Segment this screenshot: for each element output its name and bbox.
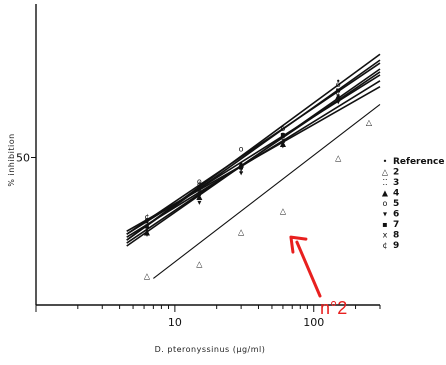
data-point: ⁚⁚ xyxy=(144,221,149,230)
data-point: x xyxy=(145,224,150,233)
data-point: • xyxy=(197,183,202,192)
legend-label: 9 xyxy=(393,241,399,251)
data-point: ▲ xyxy=(335,92,342,101)
data-point: ▪ xyxy=(238,162,243,171)
legend-label: 7 xyxy=(393,220,399,230)
y-axis-title: % inhibition xyxy=(7,133,16,186)
legend-label: 6 xyxy=(393,210,399,220)
legend-label: 4 xyxy=(393,189,399,199)
data-point: ¢ xyxy=(239,162,244,171)
data-point: ¢ xyxy=(144,213,149,222)
data-point: ⁚⁚ xyxy=(197,189,202,198)
data-point: ▲ xyxy=(144,227,151,236)
x-tick-label: 10 xyxy=(168,316,182,329)
data-point: x xyxy=(281,136,286,145)
data-point: • xyxy=(239,159,244,168)
x-axis-title: D. pteronyssinus (µg/ml) xyxy=(155,345,266,354)
data-point: ¢ xyxy=(336,89,341,98)
data-point: ▾ xyxy=(336,97,340,106)
data-point: ⁚⁚ xyxy=(239,162,244,171)
data-point: ▪ xyxy=(335,86,340,95)
data-point: ▾ xyxy=(281,142,285,151)
data-point: ▾ xyxy=(197,198,201,207)
series-line xyxy=(153,103,381,279)
data-point: ▾ xyxy=(239,168,243,177)
data-point: △ xyxy=(144,272,151,281)
legend-label: 3 xyxy=(393,178,399,188)
data-point: △ xyxy=(196,260,203,269)
legend-label: 2 xyxy=(393,168,399,178)
series-line xyxy=(126,59,381,241)
data-point: ⁚⁚ xyxy=(280,136,285,145)
data-point: o xyxy=(197,177,202,186)
legend-symbol: △ xyxy=(382,168,389,177)
data-point: ▪ xyxy=(280,130,285,139)
legend: • Reference △ 2 ⁚⁚ 3 ▲ 4o 5 ▾ 6 ▪ 7x 8 ¢ 9 xyxy=(382,157,445,251)
annotation-text: n°2 xyxy=(320,298,347,318)
data-point: x xyxy=(336,95,341,104)
data-point: o xyxy=(336,80,341,89)
data-point: x xyxy=(197,186,202,195)
data-point: ▪ xyxy=(144,221,149,230)
series-lines xyxy=(126,53,381,279)
data-point: o xyxy=(239,145,244,154)
legend-symbol: x xyxy=(383,231,388,240)
annotation-arrow-line xyxy=(295,240,322,298)
data-point: ▲ xyxy=(238,159,245,168)
x-tick-label: 100 xyxy=(303,316,324,329)
annotation-arrow-head xyxy=(289,235,308,254)
series-line xyxy=(126,53,381,241)
series-points: •••••△△△△△△⁚⁚⁚⁚⁚⁚⁚⁚⁚⁚▲▲▲▲▲ooooo▾▾▾▾▾▪▪▪▪… xyxy=(144,77,373,281)
data-point: ▲ xyxy=(196,192,203,201)
legend-label: 8 xyxy=(393,231,399,241)
legend-symbol: o xyxy=(383,199,388,208)
legend-symbol: ▲ xyxy=(382,189,389,198)
data-point: △ xyxy=(238,227,245,236)
legend-symbol: • xyxy=(383,157,388,166)
series-line xyxy=(126,71,381,244)
annotation: n°2 xyxy=(289,235,347,318)
legend-symbol: ▾ xyxy=(383,210,387,219)
y-tick-label: 50 xyxy=(16,152,30,165)
series-line xyxy=(126,62,381,235)
data-point: o xyxy=(145,215,150,224)
data-point: ▪ xyxy=(197,183,202,192)
data-point: ¢ xyxy=(280,133,285,142)
series-line xyxy=(126,86,381,232)
legend-symbol: ¢ xyxy=(382,241,387,250)
ticks: 10 100 50 xyxy=(16,152,381,329)
legend-label: 5 xyxy=(393,199,399,209)
data-point: △ xyxy=(280,207,287,216)
data-point: ▾ xyxy=(145,230,149,239)
data-point: △ xyxy=(335,154,342,163)
legend-symbol: ⁚⁚ xyxy=(382,178,387,187)
data-point: • xyxy=(145,218,150,227)
data-point: o xyxy=(280,124,285,133)
data-point: ¢ xyxy=(197,180,202,189)
data-point: ⁚⁚ xyxy=(336,89,341,98)
data-point: • xyxy=(336,77,341,86)
data-point: ▲ xyxy=(280,139,287,148)
legend-symbol: ▪ xyxy=(382,220,387,229)
axes xyxy=(35,4,380,306)
data-point: • xyxy=(281,130,286,139)
data-point: △ xyxy=(366,118,373,127)
legend-label: Reference xyxy=(393,157,444,167)
data-point: x xyxy=(239,165,244,174)
